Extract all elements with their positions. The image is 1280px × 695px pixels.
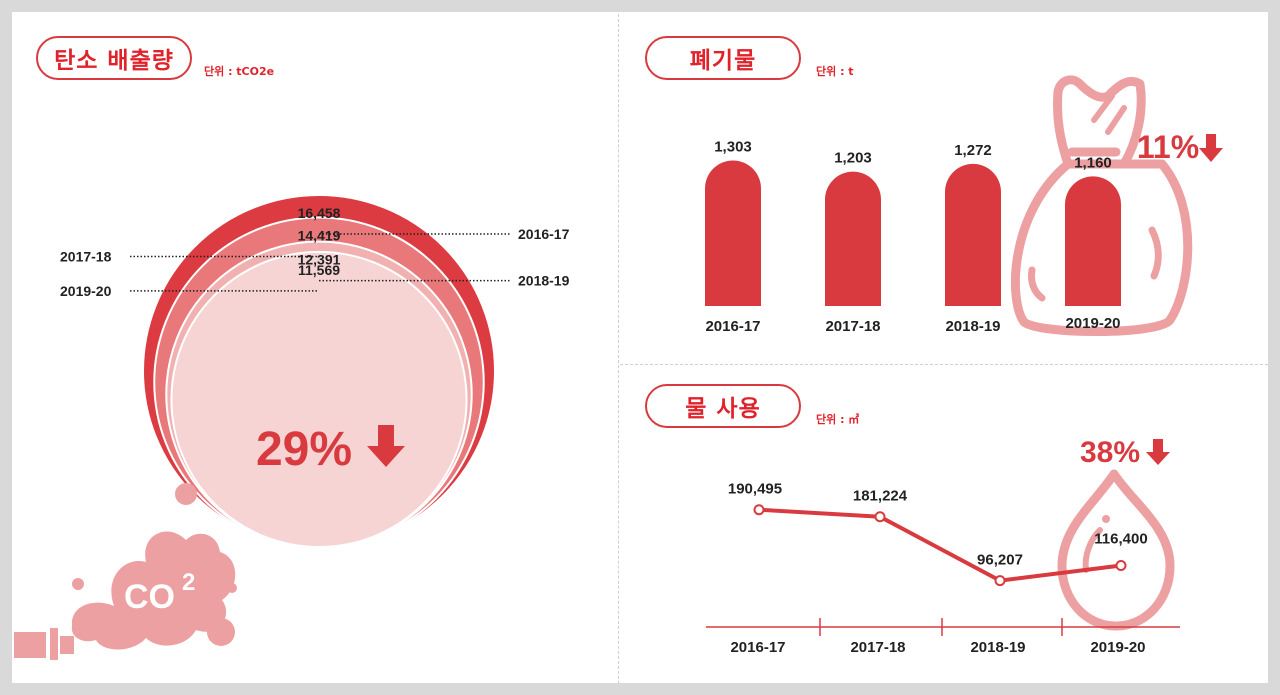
exhaust-pipe-ring-icon bbox=[50, 628, 58, 660]
waste-category-label: 2017-18 bbox=[825, 318, 880, 335]
horizontal-divider bbox=[620, 364, 1268, 365]
sack-highlight-icon bbox=[1028, 266, 1046, 302]
vertical-divider bbox=[618, 14, 619, 684]
waste-value-label: 1,303 bbox=[714, 138, 752, 155]
sack-highlight-icon bbox=[1148, 226, 1162, 280]
exhaust-pipe-neck-icon bbox=[60, 636, 74, 654]
waste-category-label: 2018-19 bbox=[945, 318, 1000, 335]
bubble-value-label: 14,419 bbox=[298, 228, 341, 244]
co2-text-icon: CO bbox=[124, 578, 175, 616]
water-unit: 단위 : ㎥ bbox=[816, 413, 860, 426]
carbon-unit: 단위 : tCO2e bbox=[204, 65, 275, 78]
water-droplet-highlight-icon bbox=[1082, 527, 1103, 573]
sack-body-icon bbox=[1010, 159, 1193, 336]
waste-bar-2019-20 bbox=[1065, 176, 1121, 306]
water-value-label: 190,495 bbox=[728, 481, 782, 498]
waste-unit: 단위 : t bbox=[816, 65, 854, 78]
bubble-value-label: 16,458 bbox=[298, 205, 341, 221]
waste-bar-2018-19 bbox=[945, 163, 1001, 306]
waste-bar-2017-18 bbox=[825, 171, 881, 306]
water-category-label: 2017-18 bbox=[850, 639, 905, 656]
water-category-label: 2019-20 bbox=[1090, 639, 1145, 656]
water-point-2019-20 bbox=[1115, 559, 1127, 571]
water-point-2016-17 bbox=[753, 504, 765, 516]
smoke-cloud-icon bbox=[71, 531, 236, 650]
water-down-arrow-icon bbox=[1145, 439, 1170, 465]
waste-down-arrow-icon bbox=[1198, 134, 1223, 162]
water-point-2018-19 bbox=[994, 575, 1006, 587]
water-category-label: 2016-17 bbox=[730, 639, 785, 656]
waste-category-label: 2016-17 bbox=[705, 318, 760, 335]
waste-title: 폐기물 bbox=[645, 36, 801, 80]
carbon-reduction-label: 29% bbox=[256, 423, 352, 476]
water-usage-line bbox=[758, 507, 1122, 583]
smoke-dot-icon bbox=[72, 578, 84, 590]
water-value-label: 181,224 bbox=[853, 488, 908, 505]
bubble-category-label: 2016-17 bbox=[518, 226, 570, 242]
waste-reduction-label: 11% bbox=[1137, 129, 1199, 165]
sack-top-icon bbox=[1053, 75, 1146, 167]
co2-subscript-icon: 2 bbox=[182, 569, 195, 596]
carbon-title: 탄소 배출량 bbox=[36, 36, 192, 80]
water-reduction-label: 38% bbox=[1080, 436, 1140, 469]
waste-category-label: 2019-20 bbox=[1065, 315, 1120, 332]
water-point-2017-18 bbox=[874, 511, 886, 523]
bubble-value-label: 12,391 bbox=[298, 252, 341, 268]
water-category-label: 2018-19 bbox=[970, 639, 1025, 656]
water-value-label: 116,400 bbox=[1094, 530, 1147, 547]
water-droplet-dot-icon bbox=[1102, 515, 1110, 523]
waste-value-label: 1,203 bbox=[834, 150, 872, 167]
water-title: 물 사용 bbox=[645, 384, 801, 428]
water-droplet-icon bbox=[1057, 469, 1175, 631]
waste-value-label: 1,160 bbox=[1074, 154, 1112, 171]
bubble-category-label: 2019-20 bbox=[60, 283, 112, 299]
waste-value-label: 1,272 bbox=[954, 142, 992, 159]
sack-fold-icon bbox=[1091, 93, 1127, 135]
bubble-category-label: 2018-19 bbox=[518, 273, 570, 289]
bubble-2019-20 bbox=[170, 250, 468, 548]
bubble-value-label: 11,569 bbox=[298, 262, 340, 278]
bubble-category-label: 2017-18 bbox=[60, 249, 112, 265]
water-value-label: 96,207 bbox=[977, 552, 1023, 569]
carbon-down-arrow-icon bbox=[366, 425, 405, 467]
exhaust-pipe-icon bbox=[14, 632, 46, 658]
waste-bar-2016-17 bbox=[705, 160, 761, 306]
smoke-dot-icon bbox=[175, 483, 197, 505]
